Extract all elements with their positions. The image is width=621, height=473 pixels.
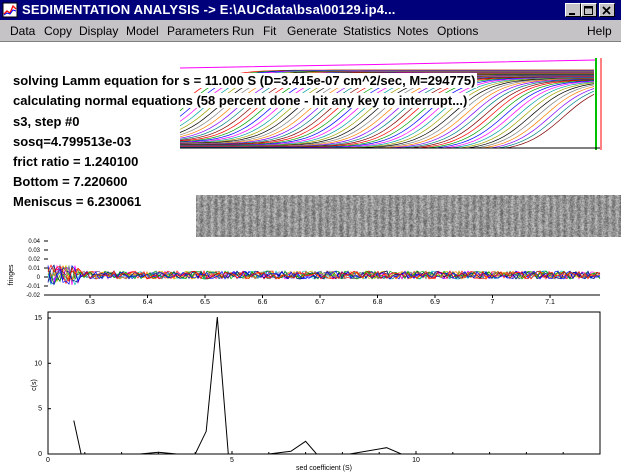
cs-ytick-label: 10	[34, 360, 42, 367]
residuals-ytick-label: -0.01	[26, 284, 40, 290]
residual-trace	[47, 264, 601, 283]
cs-yticks: 0 5 10 15	[34, 315, 51, 458]
plot-area: solving Lamm equation for s = 11.000 S (…	[0, 42, 621, 473]
residuals-xticks: 6.3 6.4 6.5 6.6 6.7 6.8 6.9 7 7.1	[85, 295, 555, 305]
menu-generate[interactable]: Generate	[287, 24, 338, 38]
residuals-xtick-label: 7	[491, 299, 495, 305]
residuals-xtick-label: 7.1	[545, 299, 555, 305]
residuals-ytick-label: 0	[37, 275, 41, 281]
chart-frame	[47, 311, 601, 455]
gel-image	[196, 195, 621, 237]
status-line-2: calculating normal equations (58 percent…	[13, 93, 470, 108]
menu-bar: Data Copy Display Model Parameters Run F…	[0, 20, 621, 42]
cs-ylabel: c(s)	[31, 379, 38, 391]
residuals-xtick-label: 6.5	[200, 299, 210, 305]
residuals-xtick-label: 6.9	[430, 299, 440, 305]
menu-run[interactable]: Run	[232, 24, 255, 38]
residuals-xtick-label: 6.4	[143, 299, 153, 305]
status-line-1: solving Lamm equation for s = 11.000 S (…	[13, 73, 478, 88]
status-line-4: sosq=4.799513e-03	[13, 134, 134, 149]
residuals-xtick-label: 6.8	[373, 299, 383, 305]
menu-notes[interactable]: Notes	[397, 24, 429, 38]
cs-distribution-chart: 0 5 10 15 0 5 10 sed coefficient (S) c(s)	[31, 311, 601, 472]
residuals-xtick-label: 6.7	[315, 299, 325, 305]
cs-distribution-line	[73, 317, 586, 455]
menu-model[interactable]: Model	[126, 24, 159, 38]
cs-xlabel: sed coefficient (S)	[296, 465, 352, 472]
window-title: SEDIMENTATION ANALYSIS -> E:\AUCdata\bsa…	[22, 2, 396, 17]
residuals-xtick-label: 6.3	[85, 299, 95, 305]
residuals-ylabel: fringes	[8, 264, 15, 286]
residuals-ytick-label: 0.01	[28, 266, 40, 272]
status-line-5: frict ratio = 1.240100	[13, 154, 141, 169]
maximize-icon	[584, 6, 593, 15]
cs-xtick-label: 0	[46, 457, 50, 464]
cs-ytick-label: 0	[38, 451, 42, 458]
menu-copy[interactable]: Copy	[44, 24, 73, 38]
cs-ytick-label: 15	[34, 315, 42, 322]
menu-options[interactable]: Options	[437, 24, 479, 38]
close-icon	[602, 6, 611, 15]
status-line-6: Bottom = 7.220600	[13, 174, 130, 189]
cs-xtick-label: 5	[230, 457, 234, 464]
menu-fit[interactable]: Fit	[263, 24, 277, 38]
maximize-button[interactable]	[581, 3, 597, 17]
residuals-ytick-label: 0.03	[28, 248, 40, 254]
residuals-ytick-label: 0.02	[28, 257, 40, 263]
meniscus-curve	[179, 59, 597, 69]
menu-help[interactable]: Help	[587, 24, 612, 38]
minimize-button[interactable]	[565, 3, 581, 17]
minimize-icon	[569, 13, 575, 15]
menu-parameters[interactable]: Parameters	[167, 24, 230, 38]
residuals-noise	[47, 264, 601, 286]
menu-data[interactable]: Data	[10, 24, 36, 38]
app-icon	[2, 2, 18, 18]
menu-statistics[interactable]: Statistics	[343, 24, 392, 38]
residuals-xtick-label: 6.6	[258, 299, 268, 305]
title-bar: SEDIMENTATION ANALYSIS -> E:\AUCdata\bsa…	[0, 0, 621, 20]
cs-xtick-label: 10	[412, 457, 420, 464]
residuals-yticks: 0.04 0.03 0.02 0.01 0 -0.01 -0.02	[26, 239, 48, 299]
residual-trace	[47, 264, 601, 283]
close-button[interactable]	[599, 3, 615, 17]
residuals-ytick-label: -0.02	[26, 293, 40, 299]
menu-display[interactable]: Display	[79, 24, 119, 38]
status-line-3: s3, step #0	[13, 114, 82, 129]
residuals-plot: fringes 0.040.030.020.010-0.01-0.02 6.3 6…	[8, 239, 601, 305]
status-line-7: Meniscus = 6.230061	[13, 194, 144, 209]
cs-ytick-label: 5	[38, 406, 42, 413]
residuals-ytick-label: 0.04	[28, 239, 40, 245]
